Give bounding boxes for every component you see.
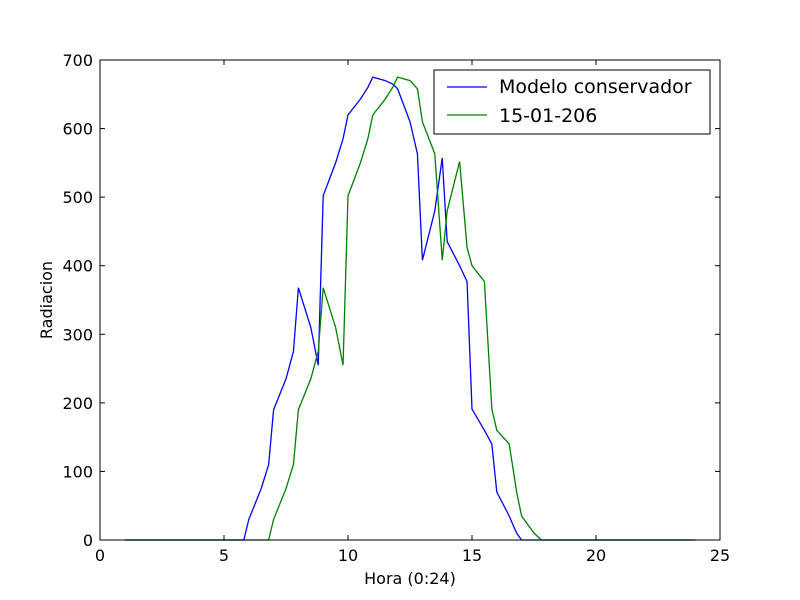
y-tick-label: 100 — [62, 462, 93, 481]
series-layer — [124, 76, 696, 541]
x-tick-label: 25 — [710, 546, 730, 565]
y-tick-label: 400 — [62, 257, 93, 276]
legend: Modelo conservador 15-01-206 — [433, 69, 711, 135]
x-tick-label: 15 — [462, 546, 482, 565]
y-tick-label: 0 — [83, 531, 93, 550]
y-tick-label: 300 — [62, 325, 93, 344]
legend-label-series-2: 15-01-206 — [499, 105, 597, 127]
series-line-2 — [124, 76, 696, 541]
x-tick-label: 10 — [338, 546, 358, 565]
series-line-1 — [124, 76, 696, 541]
legend-box — [433, 69, 711, 135]
x-tick-label: 5 — [219, 546, 229, 565]
y-tick-label: 600 — [62, 120, 93, 139]
y-tick-label: 500 — [62, 188, 93, 207]
y-tick-label: 700 — [62, 51, 93, 70]
x-tick-label: 20 — [586, 546, 606, 565]
legend-label-series-1: Modelo conservador — [499, 76, 692, 98]
plot-frame — [99, 59, 721, 541]
y-tick-label: 200 — [62, 394, 93, 413]
y-axis-label: Radiacion — [37, 261, 56, 339]
x-axis-label: Hora (0:24) — [364, 569, 456, 588]
ticks-layer: 0 5 10 15 20 25 0 100 200 300 400 500 600 700 — [62, 51, 730, 565]
x-tick-label: 0 — [95, 546, 105, 565]
